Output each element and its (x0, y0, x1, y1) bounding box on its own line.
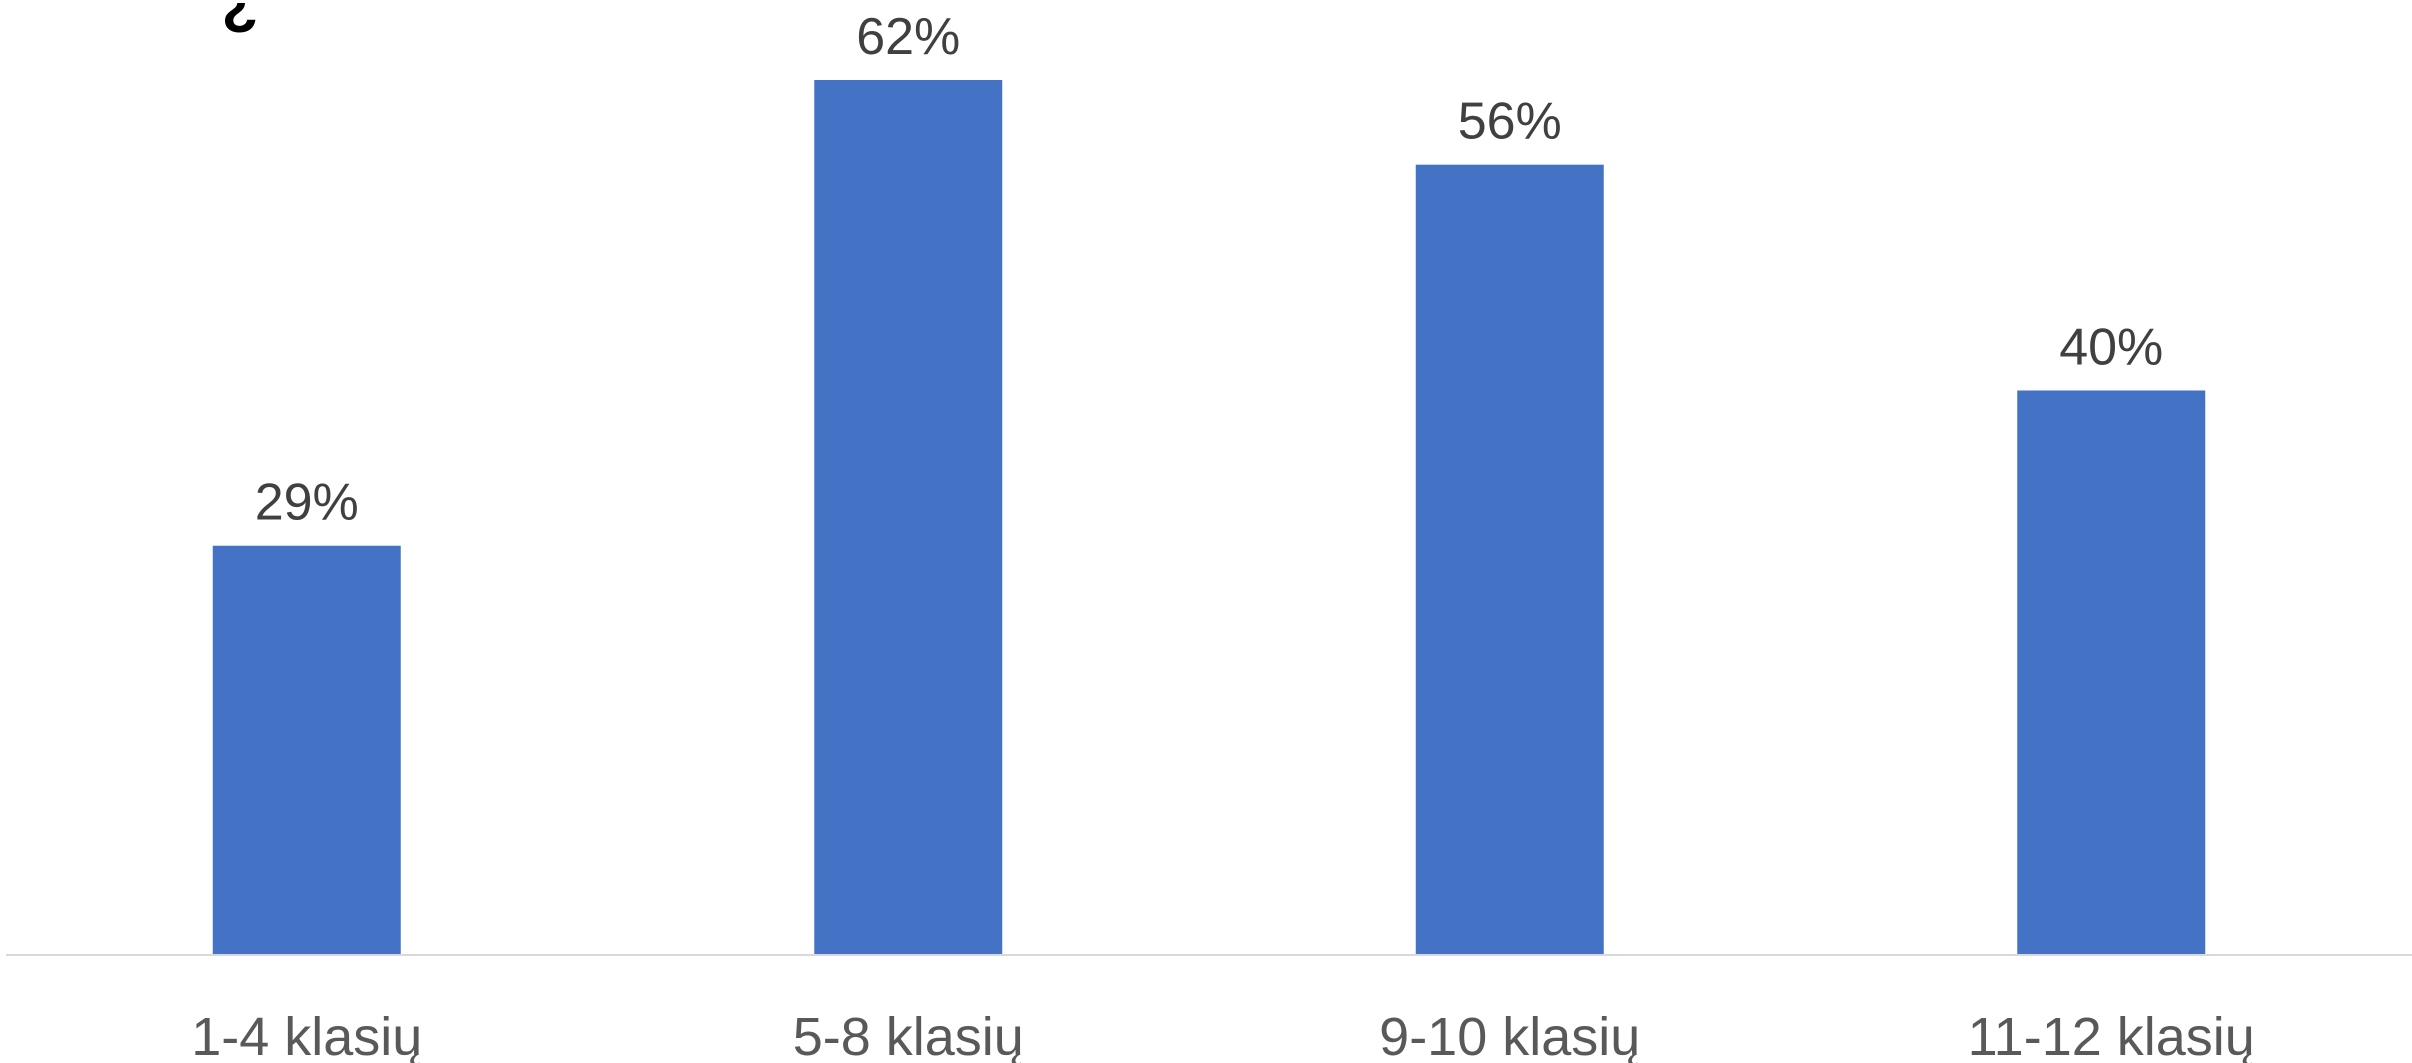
value-label-1: 29% (255, 474, 359, 532)
bar-2 (814, 80, 1003, 955)
title-fragment: ¿ (222, 0, 259, 35)
category-label-1: 1-4 klasių (191, 1007, 422, 1063)
category-label-2: 5-8 klasių (793, 1007, 1024, 1063)
category-label-3: 9-10 klasių (1379, 1007, 1640, 1063)
category-label-4: 11-12 klasių (1968, 1007, 2255, 1063)
bars-layer (212, 80, 2206, 955)
value-label-4: 40% (2059, 318, 2163, 376)
category-labels-layer: 1-4 klasių 5-8 klasių 9-10 klasių 11-12 kla… (191, 1007, 2255, 1063)
value-label-2: 62% (856, 8, 960, 66)
value-label-3: 56% (1458, 93, 1562, 151)
bar-1 (212, 545, 401, 955)
value-labels-layer: 29% 62% 56% 40% (255, 8, 2164, 532)
bar-3 (1415, 164, 1604, 955)
bar-4 (2017, 390, 2206, 955)
